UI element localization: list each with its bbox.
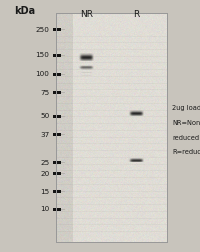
Text: 15: 15 bbox=[40, 188, 49, 195]
Text: NR=Non-: NR=Non- bbox=[172, 120, 200, 126]
Text: 37: 37 bbox=[40, 132, 49, 138]
Text: kDa: kDa bbox=[14, 6, 35, 16]
Text: 25: 25 bbox=[40, 160, 49, 166]
Text: R=reduced: R=reduced bbox=[172, 149, 200, 155]
Text: 100: 100 bbox=[35, 71, 49, 77]
Text: 150: 150 bbox=[35, 52, 49, 58]
Text: 50: 50 bbox=[40, 113, 49, 119]
Text: 20: 20 bbox=[40, 171, 49, 177]
Text: reduced: reduced bbox=[172, 135, 199, 141]
Text: NR: NR bbox=[80, 10, 93, 19]
Text: 75: 75 bbox=[40, 90, 49, 96]
Text: R: R bbox=[133, 10, 139, 19]
Text: 250: 250 bbox=[35, 27, 49, 33]
Text: 2ug loading: 2ug loading bbox=[172, 105, 200, 111]
Text: 10: 10 bbox=[40, 206, 49, 212]
